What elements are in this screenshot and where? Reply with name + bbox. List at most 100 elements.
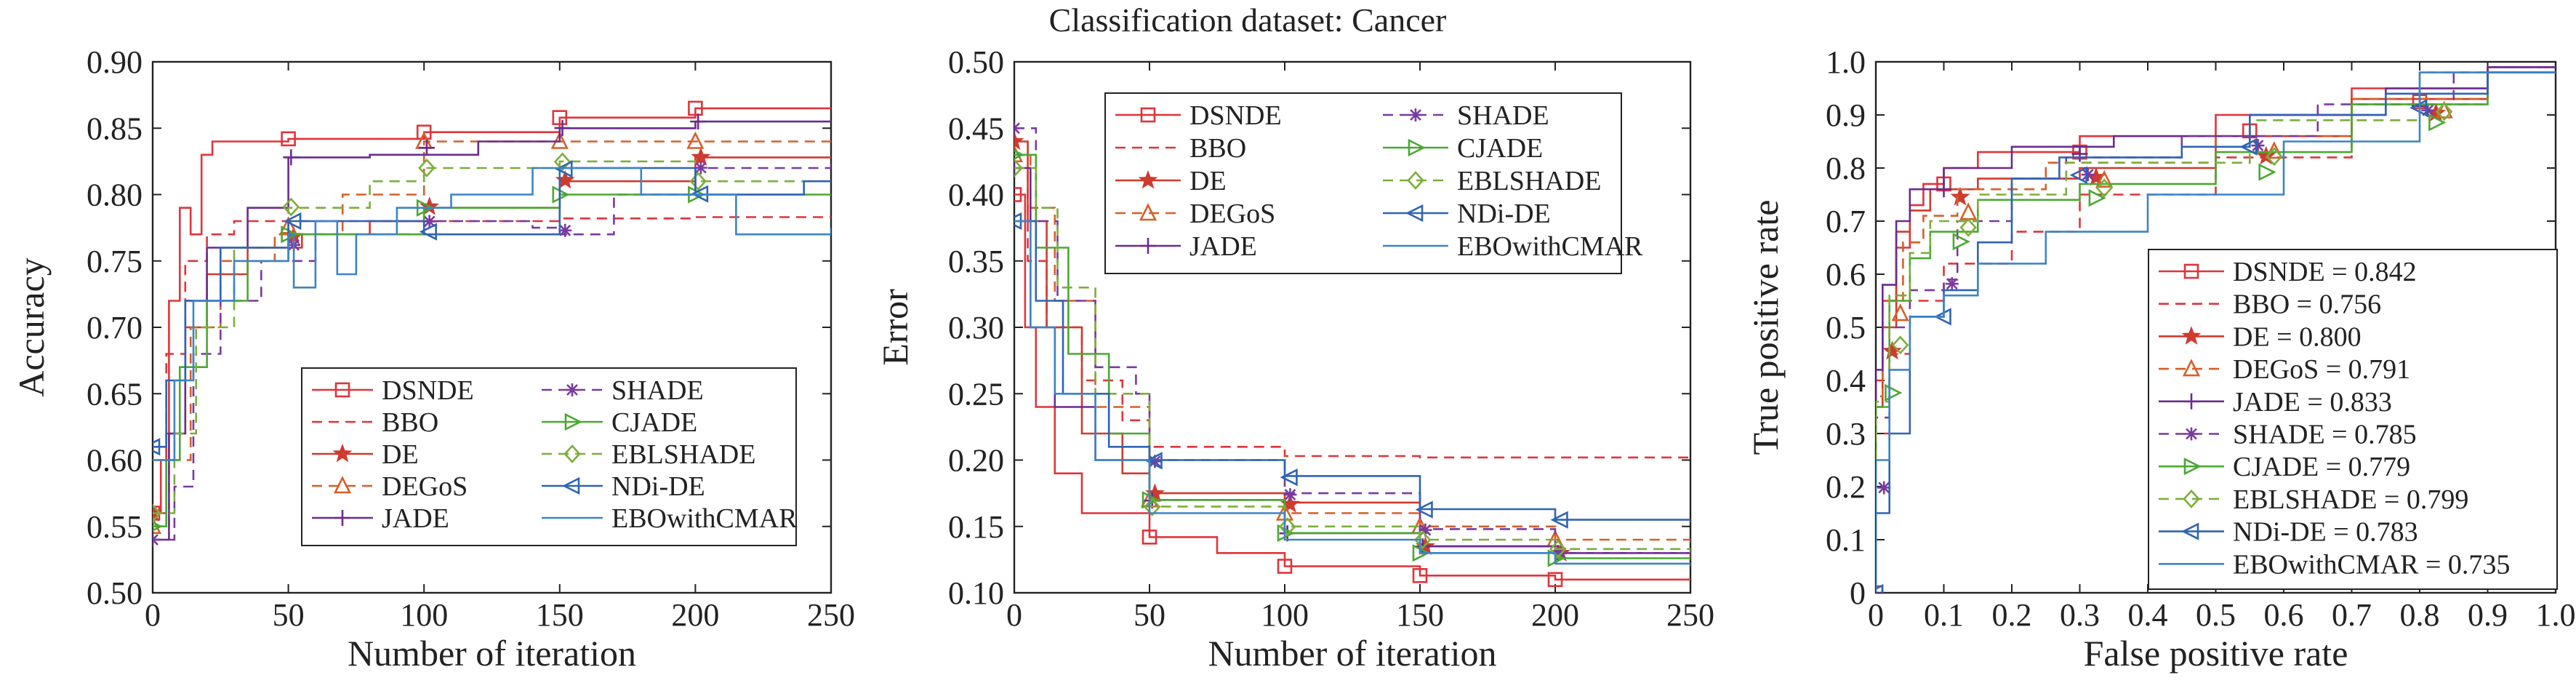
legend-entry-shade-label: SHADE bbox=[1457, 100, 1549, 131]
series-shade-marker bbox=[2421, 103, 2435, 117]
x-tick-label: 100 bbox=[1261, 597, 1309, 633]
series-cjade-marker bbox=[2088, 189, 2106, 207]
legend-entry-cjade-label: CJADE = 0.779 bbox=[2233, 452, 2410, 482]
series-dsnde-marker bbox=[1547, 572, 1563, 588]
series-ndi-de-marker bbox=[153, 438, 161, 456]
series-eblshade-marker bbox=[1959, 217, 1977, 237]
legend-entry-jade-label: JADE bbox=[382, 503, 449, 534]
series-eblshade-line bbox=[153, 160, 831, 514]
series-dsnde-marker bbox=[416, 124, 432, 140]
y-tick-label: 0.35 bbox=[948, 244, 1004, 279]
accuracy-chart: 0 50 100 150 200 250 0.50 0.55 0.60 0.65 0.70 0.75 0… bbox=[11, 44, 855, 674]
legend-entry-cjade-label: CJADE bbox=[611, 407, 697, 438]
y-tick-label: 0.75 bbox=[87, 244, 143, 279]
series-ndi-de-marker bbox=[1280, 468, 1298, 487]
series-degos-marker bbox=[1959, 202, 1978, 220]
legend-entry-de-marker bbox=[332, 443, 353, 463]
x-axis-label: False positive rate bbox=[2084, 633, 2348, 674]
x-tick-label: 150 bbox=[536, 597, 584, 633]
legend-entry-eblshade: EBLSHADE bbox=[542, 439, 755, 470]
y-tick-label: 0 bbox=[1850, 575, 1866, 611]
y-axis-label: True positive rate bbox=[1745, 200, 1786, 455]
series-dsnde-marker bbox=[281, 131, 296, 147]
legend-entry-de-marker bbox=[1138, 169, 1158, 189]
series-eblshade-marker bbox=[1143, 497, 1161, 516]
y-tick-label: 0.45 bbox=[948, 111, 1004, 146]
series-shade-marker bbox=[153, 533, 159, 546]
y-tick-label: 0.3 bbox=[1826, 416, 1866, 452]
legend-entry-dsnde: DSNDE = 0.842 bbox=[2159, 257, 2417, 287]
series-eblshade-marker bbox=[2095, 178, 2113, 198]
series-ebowithcmar-line bbox=[1876, 71, 2556, 593]
y-tick-label: 0.30 bbox=[948, 310, 1004, 346]
legend-entry-bbo: BBO = 0.756 bbox=[2159, 289, 2381, 320]
series-degos-marker bbox=[2435, 100, 2453, 119]
legend-entry-cjade: CJADE bbox=[542, 407, 697, 438]
legend-entry-dsnde-marker bbox=[2183, 263, 2199, 279]
y-tick-label: 0.25 bbox=[948, 376, 1004, 412]
y-tick-label: 0.6 bbox=[1826, 257, 1866, 292]
y-tick-label: 0.7 bbox=[1826, 204, 1866, 239]
series-shade-marker bbox=[1014, 121, 1021, 135]
y-tick-label: 0.15 bbox=[948, 509, 1004, 545]
series-cjade-marker bbox=[153, 521, 163, 532]
x-tick-label: 0.5 bbox=[2196, 597, 2236, 633]
series-ndi-de-marker bbox=[555, 160, 573, 178]
legend-entry-degos-label: DEGoS = 0.791 bbox=[2233, 354, 2410, 385]
y-tick-label: 1.0 bbox=[1826, 44, 1866, 80]
y-tick-label: 0.5 bbox=[1826, 310, 1866, 346]
series-de-marker bbox=[1882, 340, 1902, 360]
series-ndi-de-marker bbox=[2069, 166, 2087, 184]
series-eblshade-marker bbox=[1413, 530, 1432, 550]
legend-entry-ndi-de-marker bbox=[562, 476, 580, 495]
series-degos bbox=[1876, 66, 2556, 593]
legend-entry-ndi-de: NDi-DE = 0.783 bbox=[2159, 517, 2418, 548]
series-eblshade-marker bbox=[282, 197, 300, 217]
series-jade-line bbox=[153, 120, 831, 541]
legend-entry-jade-label: JADE bbox=[1189, 231, 1257, 262]
series-de-marker bbox=[691, 147, 711, 166]
legend-entry-jade-marker bbox=[2183, 393, 2199, 410]
x-tick-label: 0.1 bbox=[1924, 597, 1964, 633]
x-tick-label: 0.6 bbox=[2264, 597, 2304, 633]
legend-entry-eblshade-label: EBLSHADE bbox=[611, 439, 755, 470]
legend-entry-degos-label: DEGoS bbox=[1189, 199, 1275, 229]
y-tick-label: 0.9 bbox=[1826, 97, 1866, 133]
series-shade-marker bbox=[1945, 277, 1959, 291]
legend-entry-eblshade: EBLSHADE = 0.799 bbox=[2159, 484, 2468, 515]
series-degos-marker bbox=[1891, 303, 1909, 321]
series-degos-line bbox=[1876, 66, 2556, 593]
legend-entry-cjade-marker bbox=[1408, 138, 1426, 157]
series-ebowithcmar-line bbox=[1014, 220, 1690, 567]
y-tick-label: 0.2 bbox=[1826, 469, 1866, 505]
legend-entry-cjade-marker bbox=[2183, 458, 2202, 476]
series-cjade-marker bbox=[2258, 163, 2276, 181]
series-ebowithcmar bbox=[153, 167, 831, 461]
legend-entry-dsnde: DSNDE bbox=[312, 375, 474, 406]
x-tick-label: 200 bbox=[1531, 597, 1579, 633]
legend-entry-jade-label: JADE = 0.833 bbox=[2233, 387, 2392, 418]
legend-entry-dsnde-label: DSNDE bbox=[1189, 100, 1282, 131]
legend-entry-jade: JADE = 0.833 bbox=[2159, 387, 2392, 418]
legend-entry-dsnde-label: DSNDE bbox=[382, 375, 474, 406]
legend-entry-degos: DEGoS bbox=[312, 471, 468, 502]
series-bbo bbox=[1014, 167, 1690, 459]
legend-entry-de-label: DE bbox=[382, 439, 419, 470]
y-tick-label: 0.90 bbox=[87, 44, 143, 80]
series-ebowithcmar bbox=[1876, 71, 2556, 593]
series-shade-marker bbox=[1283, 488, 1297, 502]
series-dsnde-marker bbox=[1412, 567, 1428, 583]
legend-entry-shade-marker bbox=[1409, 108, 1422, 121]
error-chart: 0 50 100 150 200 250 0.10 0.15 0.20 0.25 0.30 0.35 0… bbox=[875, 44, 1714, 674]
legend-entry-de: DE bbox=[1115, 166, 1227, 196]
legend-entry-ebowithcmar: EBOwithCMAR bbox=[542, 503, 798, 534]
x-tick-label: 0 bbox=[1868, 597, 1884, 633]
legend-entry-bbo: BBO bbox=[312, 407, 438, 438]
series-ndi-de-marker bbox=[419, 223, 437, 241]
legend-entry-cjade-marker bbox=[564, 412, 582, 431]
series-jade-marker bbox=[418, 140, 435, 156]
x-tick-label: 0.8 bbox=[2400, 597, 2440, 633]
roc-chart: 0 0.1 0.2 0.3 0.4 0.5 0.6 0.7 0.8 0.9 1.0 0 0.1 0.2 0.… bbox=[1745, 44, 2576, 674]
